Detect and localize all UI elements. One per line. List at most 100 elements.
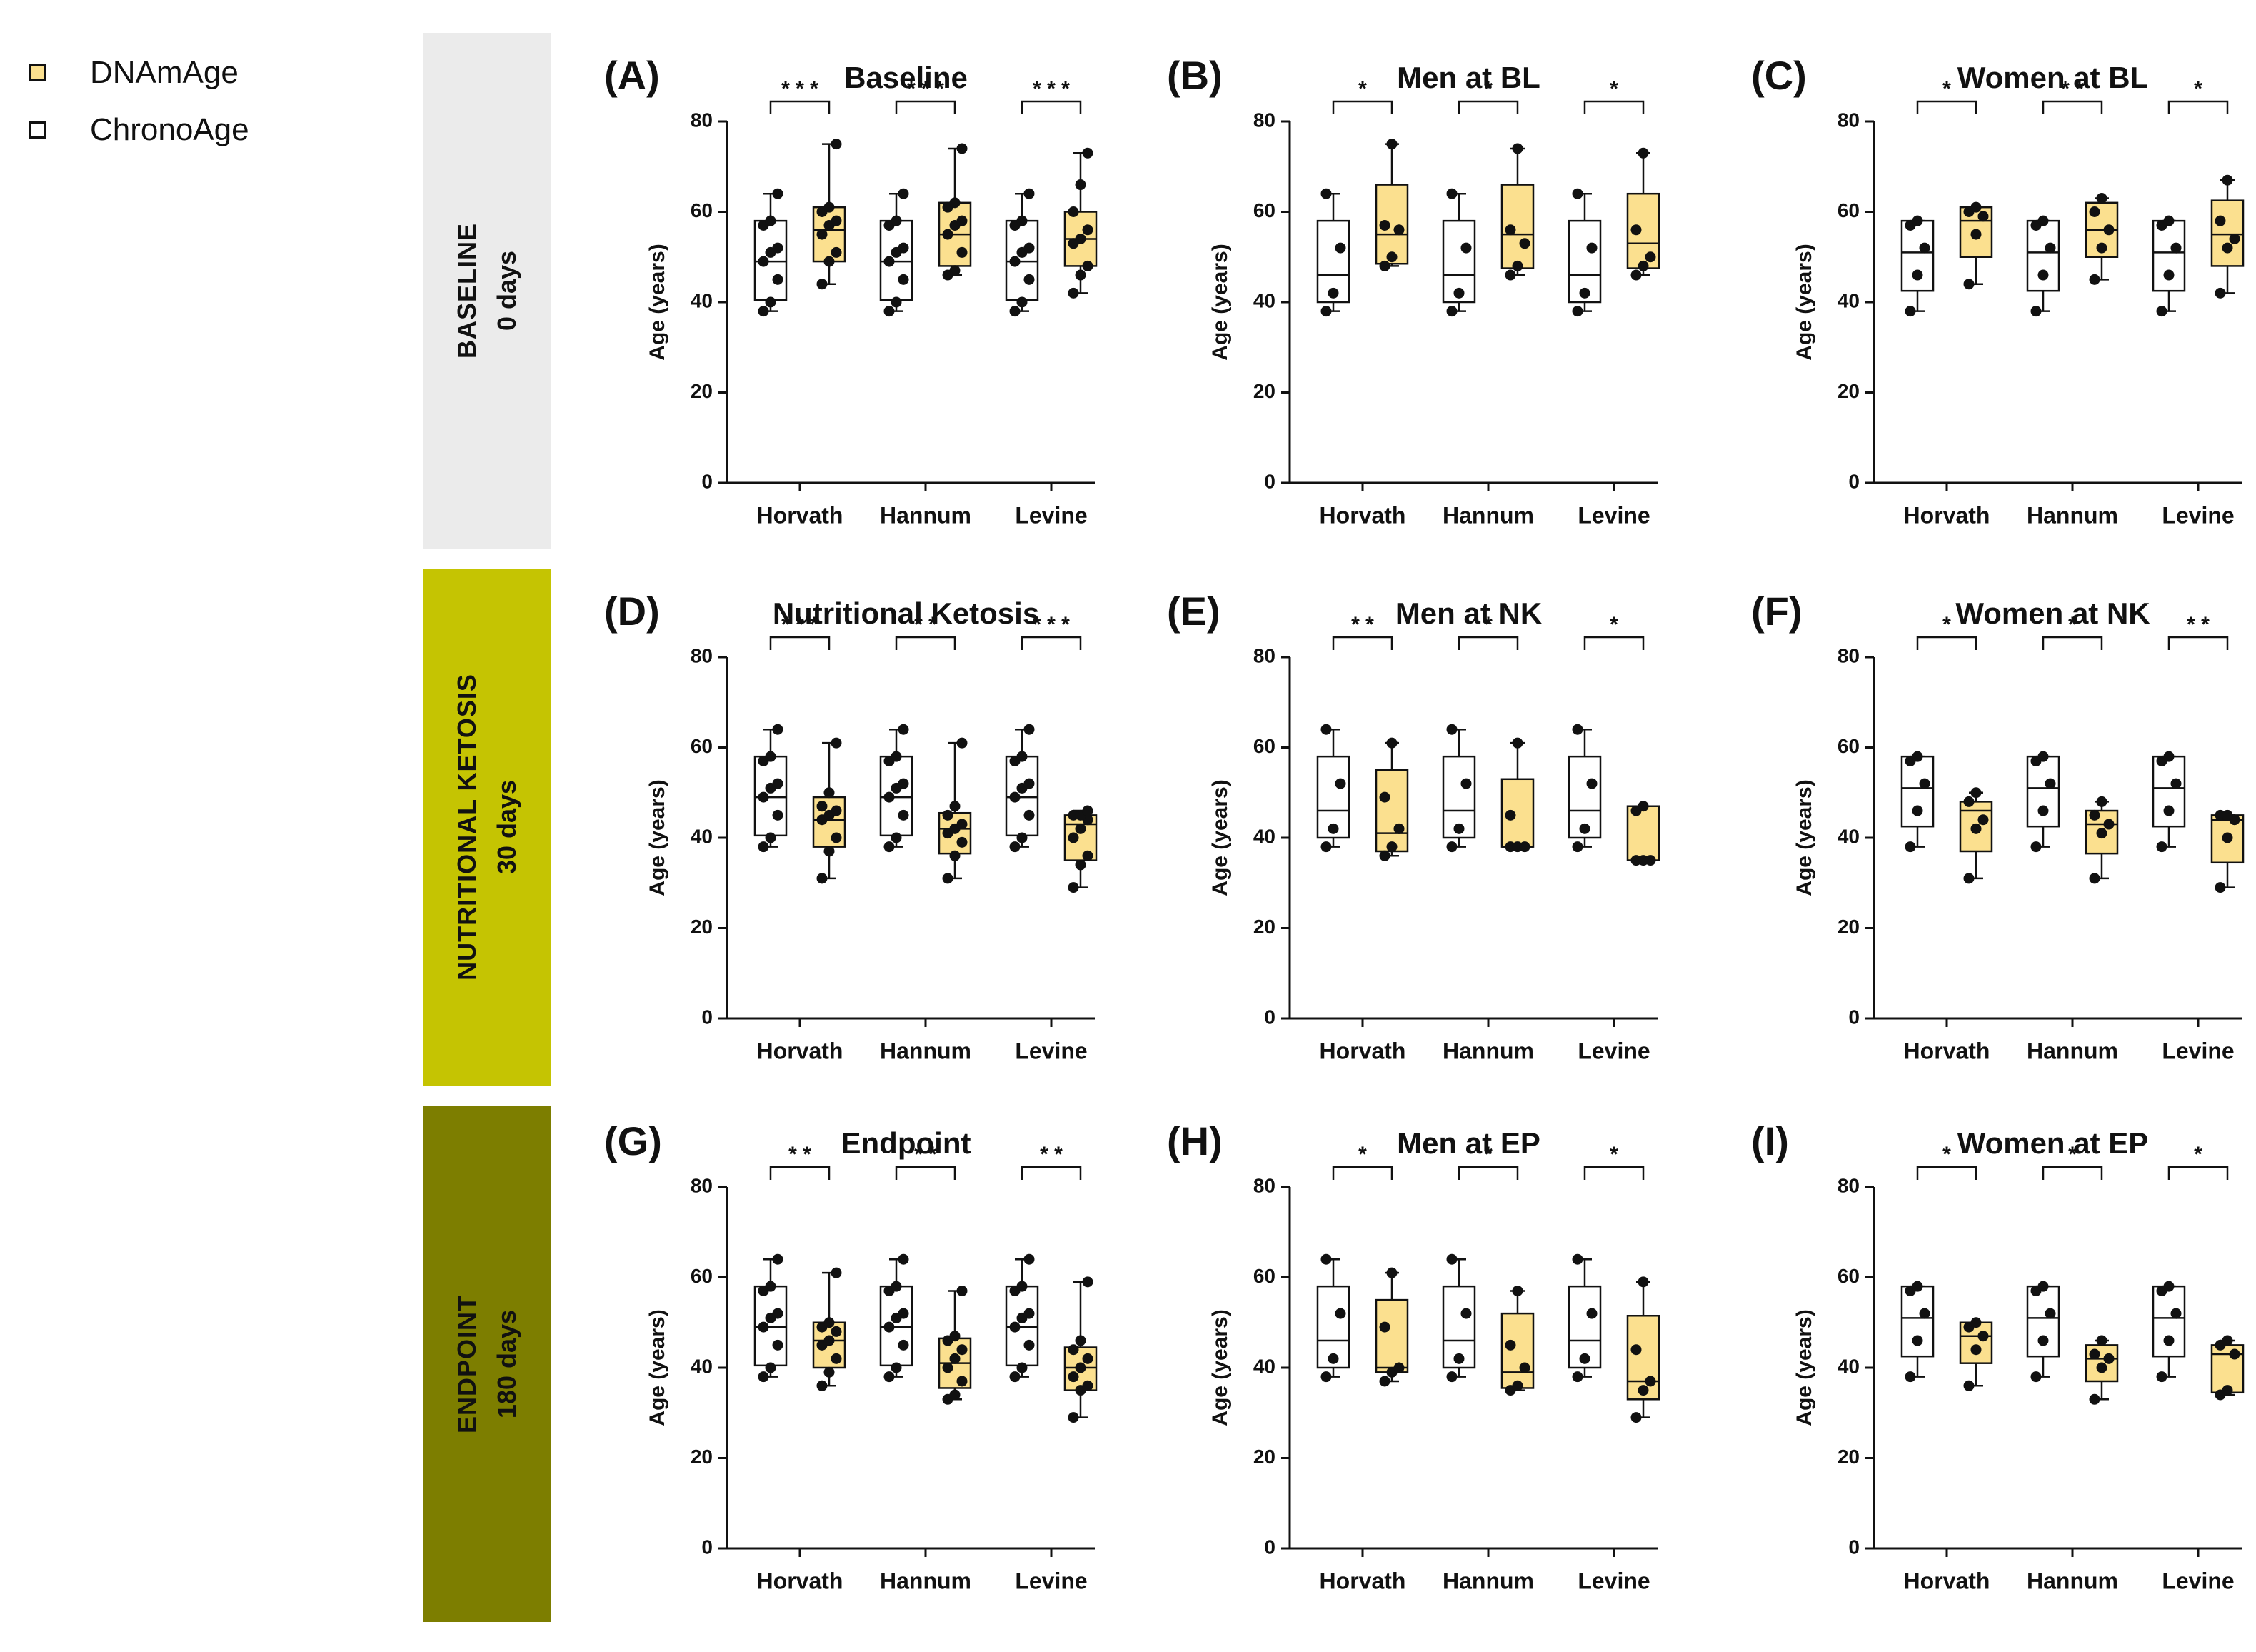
data-point-chronoage [2030,306,2042,317]
significance-label: * * * [781,77,818,101]
panel-letter: (A) [604,53,660,98]
data-point-chronoage [1453,1353,1465,1364]
data-point-chronoage [2030,1371,2042,1383]
data-point-dnamage [1386,841,1398,853]
data-point-chronoage [898,778,909,789]
chart-title: Men at BL [1397,61,1540,94]
data-point-chronoage [1912,215,1923,226]
data-point-chronoage [2163,269,2175,281]
significance-label: * [2068,613,2077,636]
data-point-chronoage [883,791,895,803]
data-point-chronoage [1572,188,1583,199]
data-point-dnamage [1638,1276,1649,1288]
data-point-chronoage [898,1253,909,1265]
data-point-chronoage [772,778,783,789]
data-point-dnamage [1505,224,1516,236]
y-tick-label: 0 [1848,470,1860,492]
data-point-chronoage [2037,269,2049,281]
data-point-chronoage [765,296,776,308]
data-point-chronoage [891,1281,902,1292]
data-point-dnamage [1068,287,1079,299]
legend-swatch-dnamage [29,64,46,81]
data-point-chronoage [898,242,909,254]
data-point-dnamage [2215,882,2226,893]
data-point-dnamage [831,1326,842,1337]
data-point-dnamage [2096,828,2107,839]
data-point-chronoage [1912,751,1923,762]
data-point-dnamage [949,197,961,209]
chart-title: Nutritional Ketosis [773,596,1039,630]
data-point-chronoage [891,832,902,843]
data-point-chronoage [1320,1371,1332,1383]
data-point-dnamage [823,1366,835,1378]
data-point-chronoage [2045,778,2056,789]
data-point-chronoage [1572,841,1583,853]
data-point-chronoage [2156,306,2167,317]
data-point-chronoage [1905,306,1916,317]
data-point-chronoage [2163,1335,2175,1346]
data-point-dnamage [949,1389,961,1401]
box-dnamage [1375,1298,1409,1373]
x-tick-label: Levine [2162,1568,2234,1593]
data-point-dnamage [956,1376,968,1387]
data-point-dnamage [1386,737,1398,749]
x-tick-label: Levine [2162,1038,2234,1063]
box-chronoage [1568,755,1602,839]
x-tick-label: Hannum [1443,1038,1534,1063]
data-point-dnamage [816,873,828,884]
data-point-dnamage [942,229,953,240]
panel-letter: (C) [1751,53,1807,98]
data-point-chronoage [772,1253,783,1265]
x-tick-label: Hannum [2027,1568,2118,1593]
legend: DNAmAge ChronoAge [29,44,249,159]
data-point-dnamage [2089,206,2100,217]
data-point-dnamage [956,819,968,830]
data-point-chronoage [1320,724,1332,735]
significance-label: * [2068,1143,2077,1166]
data-point-chronoage [1572,1371,1583,1383]
data-point-chronoage [1023,724,1035,735]
panel-letter: (G) [604,1118,662,1163]
data-point-dnamage [2103,1353,2115,1364]
data-point-chronoage [2170,1308,2182,1319]
significance-label: * [2194,1143,2202,1166]
chart-title: Endpoint [841,1126,971,1160]
significance-label: * [1942,613,1951,636]
data-point-dnamage [1638,147,1649,159]
data-point-chronoage [1009,1371,1021,1383]
data-point-dnamage [831,215,842,226]
data-point-dnamage [1505,1339,1516,1351]
significance-label: * [1942,1143,1951,1166]
panel-letter: (I) [1751,1118,1789,1163]
data-point-dnamage [1082,224,1093,236]
data-point-dnamage [2089,809,2100,821]
data-point-chronoage [2037,1281,2049,1292]
data-point-dnamage [942,1362,953,1373]
data-point-chronoage [2037,751,2049,762]
data-point-dnamage [823,201,835,213]
legend-label-dnamage: DNAmAge [90,55,239,90]
data-point-chronoage [898,809,909,821]
data-point-dnamage [1638,260,1649,271]
data-point-dnamage [1393,1362,1405,1373]
data-point-dnamage [2089,1348,2100,1360]
significance-label: * * [1040,1143,1063,1166]
significance-label: * [1358,1143,1367,1166]
significance-bracket [2042,100,2103,114]
data-point-dnamage [831,246,842,258]
data-point-dnamage [1068,882,1079,893]
significance-bracket [895,100,956,114]
data-point-dnamage [949,801,961,812]
chart-baseline: (A) Baseline 0 20 40 60 80 Age (years) Horvath * … [604,53,1098,528]
data-point-dnamage [1970,1317,1982,1328]
x-tick-label: Horvath [1904,1038,1990,1063]
x-tick-label: Horvath [1904,502,1990,528]
data-point-chronoage [765,215,776,226]
data-point-chronoage [1446,841,1458,853]
chart-title: Women at BL [1957,61,2149,94]
data-point-dnamage [1977,814,1989,826]
box-chronoage [1316,219,1350,304]
data-point-chronoage [898,274,909,285]
y-tick-label: 40 [1253,825,1275,847]
data-point-dnamage [1519,841,1530,853]
